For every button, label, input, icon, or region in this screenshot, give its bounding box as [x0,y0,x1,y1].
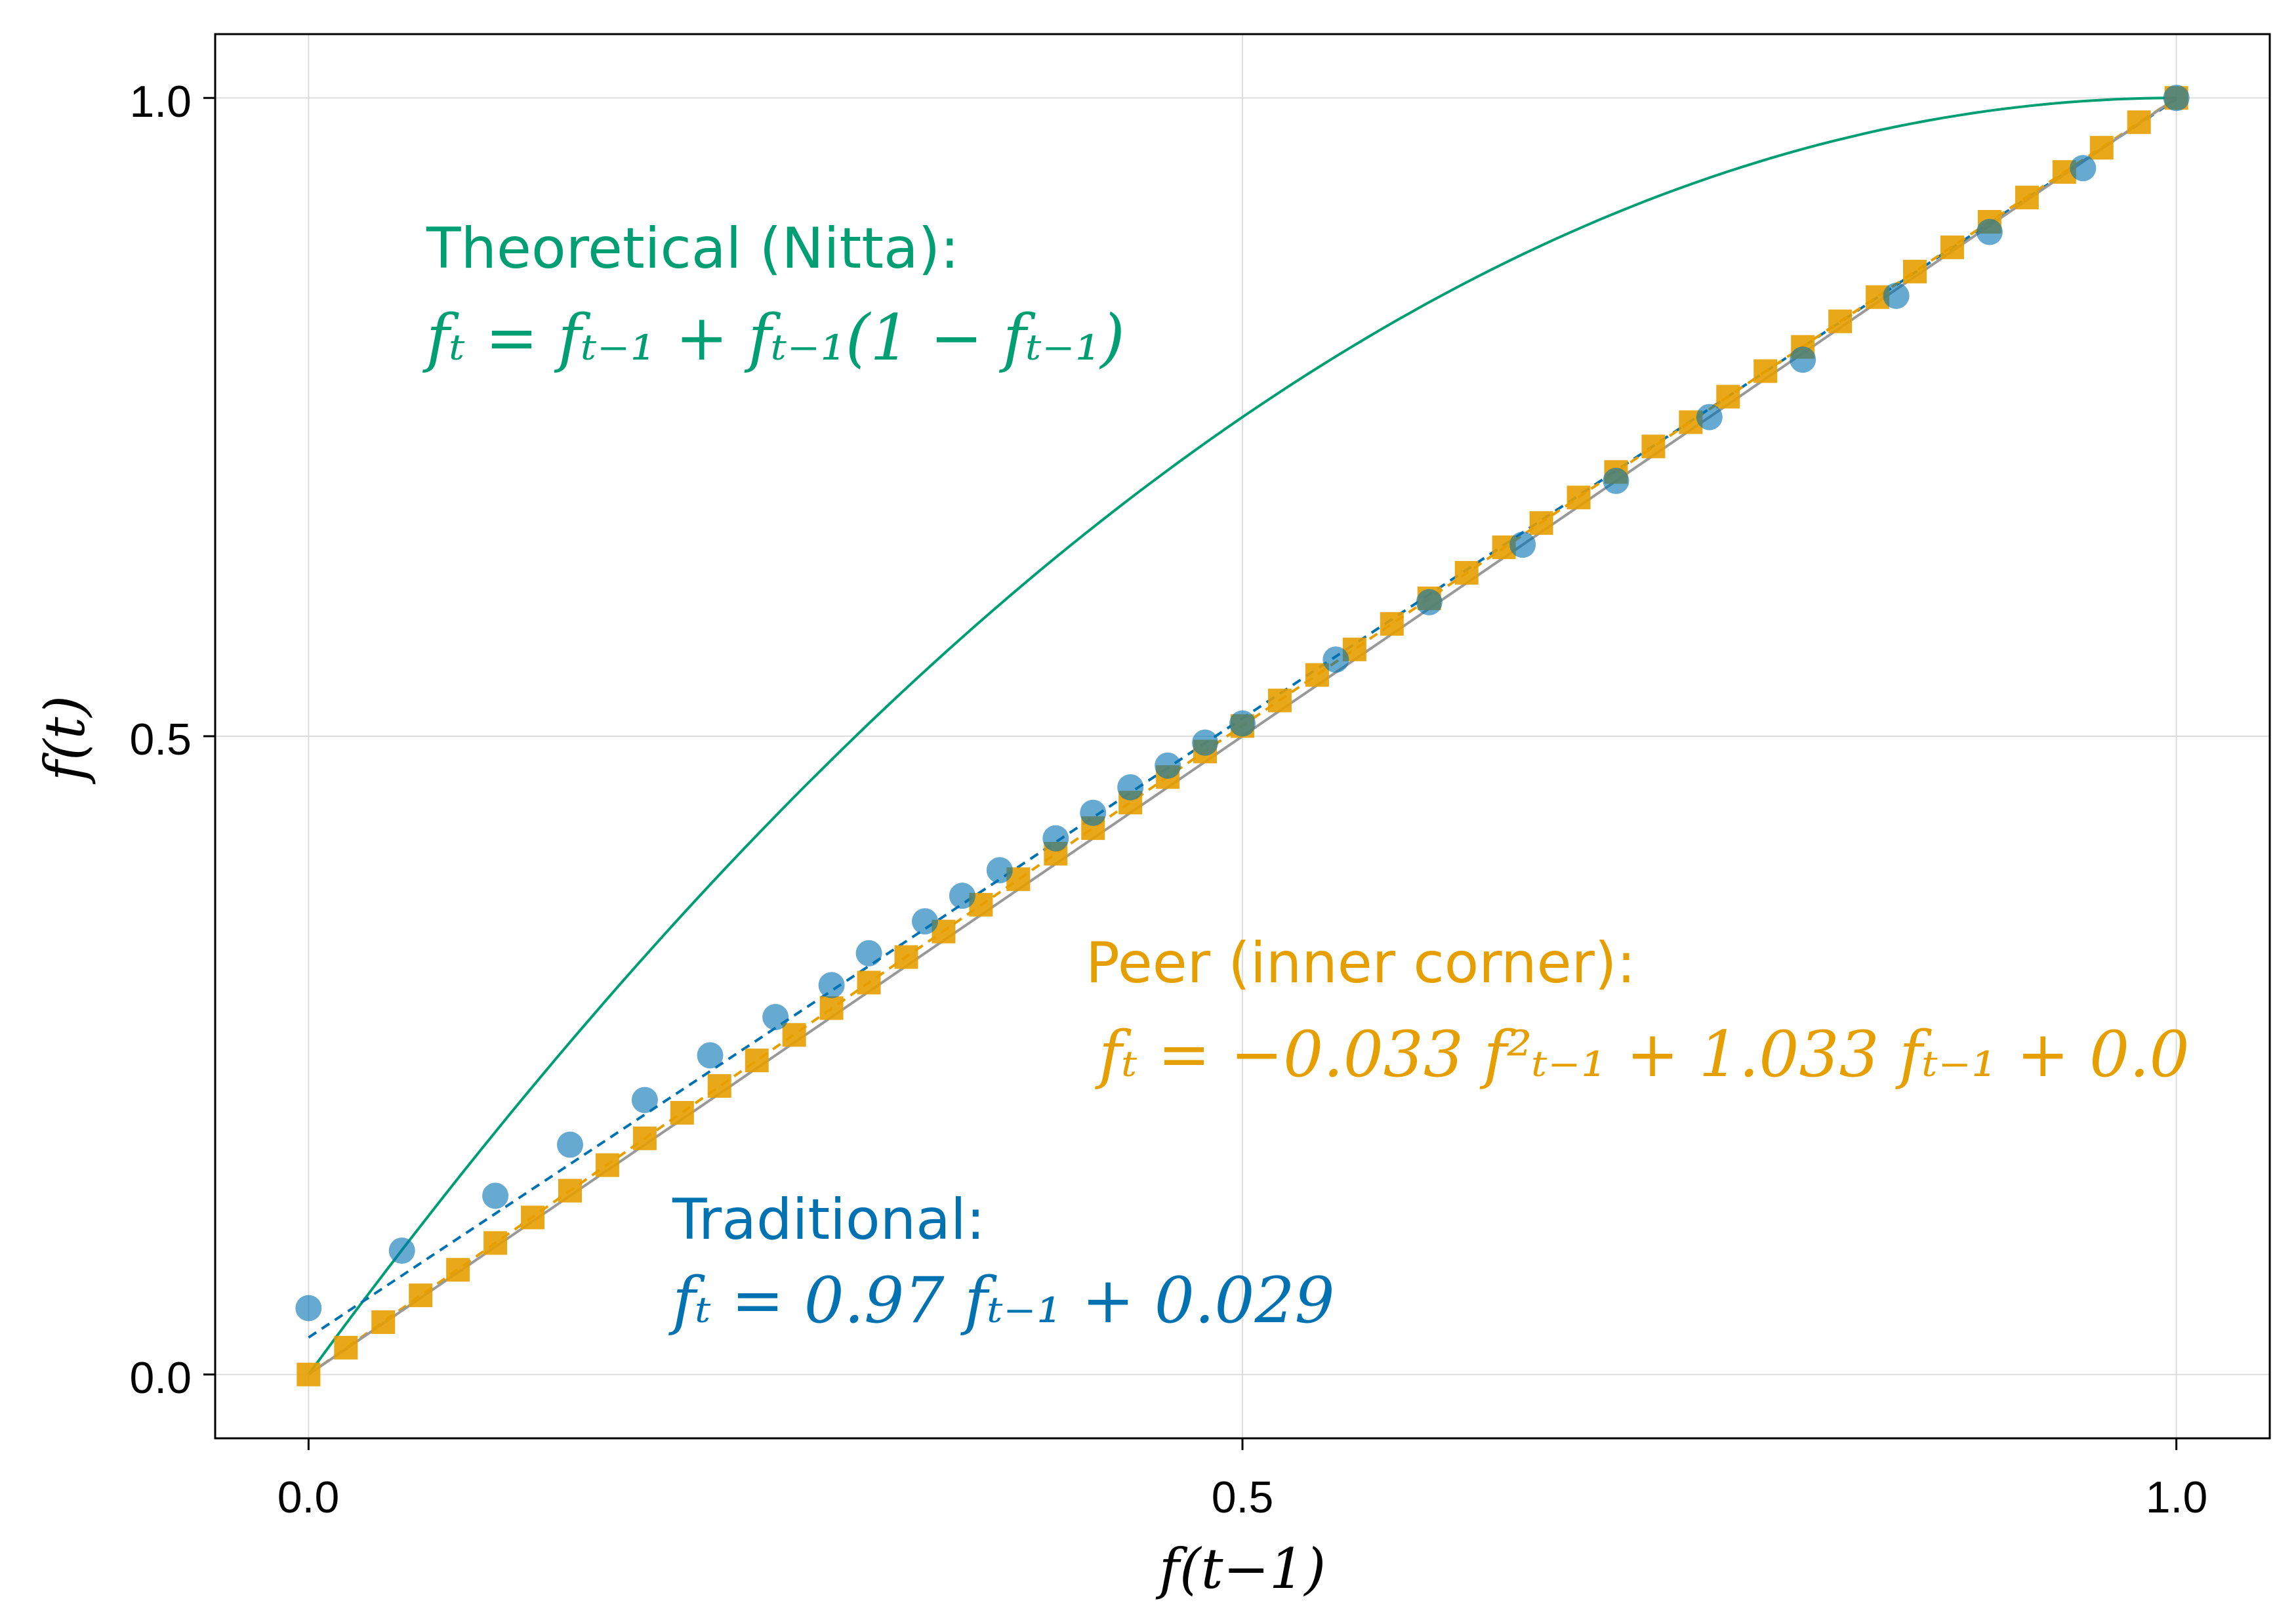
x-axis-label: f(t−1) [1155,1537,1326,1601]
theoretical-annotation-equation: fₜ = fₜ₋₁ + fₜ₋₁(1 − fₜ₋₁) [422,301,1125,375]
y-tick-label-2: 1.0 [129,77,192,127]
peer-point-0 [297,1362,321,1386]
traditional-point-15 [1155,752,1181,779]
traditional-point-23 [1790,346,1816,373]
y-tick-label-1: 0.5 [129,715,192,764]
y-tick-label-0: 0.0 [129,1353,192,1403]
peer-point-13 [782,1023,806,1047]
peer-point-27 [1305,663,1329,687]
peer-point-4 [446,1258,470,1282]
traditional-point-5 [697,1042,724,1069]
traditional-point-16 [1192,729,1219,756]
traditional-point-14 [1117,774,1144,801]
peer-point-11 [707,1074,731,1098]
peer-point-33 [1529,511,1553,535]
traditional-point-4 [631,1087,658,1114]
traditional-point-18 [1322,646,1349,673]
x-tick-label-0: 0.0 [277,1472,340,1522]
traditional-point-25 [1976,219,2003,245]
peer-point-7 [558,1178,582,1203]
peer-point-48 [2089,136,2114,160]
peer-point-29 [1380,612,1404,636]
theoretical-curve [307,96,2177,1375]
peer-point-3 [409,1283,433,1308]
x-tick-label-1: 0.5 [1212,1472,1274,1522]
traditional-annotation-title: Traditional: [672,1187,985,1253]
peer-annotation-title: Peer (inner corner): [1086,930,1635,996]
peer-point-16 [894,945,918,969]
peer-point-36 [1641,434,1666,459]
traditional-point-24 [1883,282,1910,309]
traditional-point-8 [855,940,882,967]
traditional-point-13 [1080,799,1107,826]
peer-point-38 [1716,385,1740,409]
traditional-point-19 [1416,589,1443,615]
peer-point-15 [857,970,881,995]
x-tick-label-2: 1.0 [2146,1472,2208,1522]
peer-point-5 [483,1231,508,1255]
traditional-point-17 [1229,710,1256,737]
peer-point-49 [2127,110,2151,135]
theoretical-annotation-title: Theoretical (Nitta): [426,216,959,281]
data-points [295,85,2190,1386]
traditional-point-11 [986,857,1013,884]
peer-point-14 [819,996,844,1020]
traditional-point-6 [762,1004,789,1030]
y-axis-label: f(t) [33,696,97,785]
peer-point-2 [371,1310,396,1334]
axis-ticks [203,96,2178,1450]
traditional-point-22 [1696,404,1723,430]
traditional-point-3 [556,1131,583,1158]
traditional-point-0 [295,1295,322,1322]
traditional-point-10 [949,883,975,909]
peer-point-12 [745,1049,769,1073]
traditional-point-27 [2163,85,2190,112]
traditional-point-9 [911,908,938,935]
traditional-point-7 [818,972,845,999]
peer-point-43 [1903,259,1927,283]
peer-point-26 [1267,688,1292,713]
traditional-point-2 [482,1182,509,1209]
peer-point-31 [1454,560,1479,585]
traditional-annotation-equation: fₜ = 0.97 fₜ₋₁ + 0.029 [668,1264,1335,1337]
traditional-point-12 [1042,825,1069,852]
traditional-point-26 [2070,155,2097,182]
peer-point-41 [1828,309,1853,333]
peer-point-44 [1940,235,1964,259]
peer-annotation-equation: fₜ = −0.033 f²ₜ₋₁ + 1.033 fₜ₋₁ + 0.0 [1095,1018,2190,1091]
peer-point-39 [1753,359,1778,383]
peer-point-46 [2015,186,2039,210]
traditional-point-20 [1509,531,1536,558]
peer-point-8 [595,1153,619,1177]
peer-point-10 [670,1100,694,1125]
peer-point-34 [1567,486,1591,510]
peer-point-6 [521,1205,545,1230]
peer-point-9 [632,1126,657,1150]
peer-point-1 [334,1335,358,1360]
traditional-point-21 [1603,467,1630,494]
traditional-point-1 [388,1238,415,1264]
